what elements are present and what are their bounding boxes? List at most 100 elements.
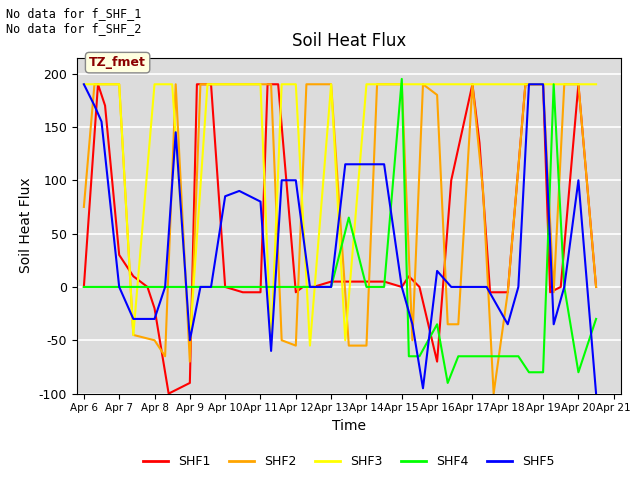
SHF1 [200,82,208,87]
SHF1 [101,103,109,108]
SHF3 [433,82,441,87]
SHF2 [278,337,285,343]
SHF2 [268,82,275,87]
SHF3 [363,82,371,87]
SHF3 [278,82,285,87]
SHF1 [275,82,282,87]
SHF3 [592,82,600,87]
SHF2 [129,332,137,338]
SHF3 [150,82,158,87]
SHF5 [419,385,427,391]
SHF2 [550,289,557,295]
SHF2 [101,82,109,87]
SHF1 [398,284,406,290]
SHF4 [504,353,511,359]
SHF1 [115,252,123,258]
SHF1 [415,284,423,290]
SHF4 [415,353,423,359]
SHF2 [490,391,497,396]
SHF4 [405,353,413,359]
SHF2 [468,82,476,87]
SHF5 [447,284,455,290]
SHF4 [490,353,497,359]
SHF1 [468,82,476,87]
SHF5 [91,103,99,108]
SHF1 [299,284,307,290]
SHF2 [408,337,416,343]
SHF1 [80,284,88,290]
Text: No data for f_SHF_2: No data for f_SHF_2 [6,22,142,35]
SHF1 [129,274,137,279]
SHF1 [143,284,151,290]
SHF1 [239,289,246,295]
SHF3 [486,82,494,87]
SHF2 [398,82,406,87]
SHF2 [522,82,529,87]
SHF5 [306,284,314,290]
SHF1 [380,279,388,285]
SHF1 [575,82,582,87]
SHF1 [476,140,483,146]
SHF3 [415,82,423,87]
SHF3 [168,82,176,87]
SHF5 [380,161,388,167]
SHF3 [204,82,211,87]
SHF2 [592,284,600,290]
SHF1 [447,178,455,183]
SHF4 [479,353,487,359]
X-axis label: Time: Time [332,419,366,433]
SHF4 [468,353,476,359]
SHF4 [257,284,264,290]
SHF4 [345,215,353,220]
SHF2 [363,343,371,348]
SHF2 [207,82,215,87]
SHF4 [150,284,158,290]
SHF4 [454,353,462,359]
SHF3 [380,82,388,87]
SHF5 [257,199,264,204]
SHF3 [221,82,229,87]
SHF4 [433,322,441,327]
Line: SHF2: SHF2 [84,84,596,394]
SHF1 [327,279,335,285]
SHF1 [405,274,413,279]
SHF3 [115,82,123,87]
SHF1 [557,284,564,290]
SHF3 [327,82,335,87]
SHF5 [540,82,547,87]
SHF3 [268,343,275,348]
SHF1 [486,289,494,295]
SHF5 [575,178,582,183]
SHF2 [345,343,353,348]
SHF4 [561,284,568,290]
SHF1 [257,289,264,295]
SHF3 [257,82,264,87]
SHF5 [341,161,349,167]
SHF3 [186,337,194,343]
SHF5 [161,284,169,290]
SHF2 [80,204,88,210]
SHF1 [504,289,511,295]
SHF1 [221,284,229,290]
SHF4 [221,284,229,290]
SHF5 [172,130,180,135]
SHF2 [91,82,99,87]
SHF1 [547,289,554,295]
SHF3 [398,82,406,87]
SHF5 [408,322,416,327]
SHF5 [398,284,406,290]
SHF3 [504,82,511,87]
SHF3 [575,82,582,87]
SHF5 [115,284,123,290]
SHF2 [115,82,123,87]
SHF5 [483,284,490,290]
SHF2 [433,92,441,98]
SHF5 [221,193,229,199]
SHF3 [306,343,314,348]
SHF4 [292,284,300,290]
SHF2 [444,322,452,327]
SHF5 [550,322,557,327]
SHF4 [540,370,547,375]
Line: SHF5: SHF5 [84,84,596,394]
SHF5 [207,284,215,290]
